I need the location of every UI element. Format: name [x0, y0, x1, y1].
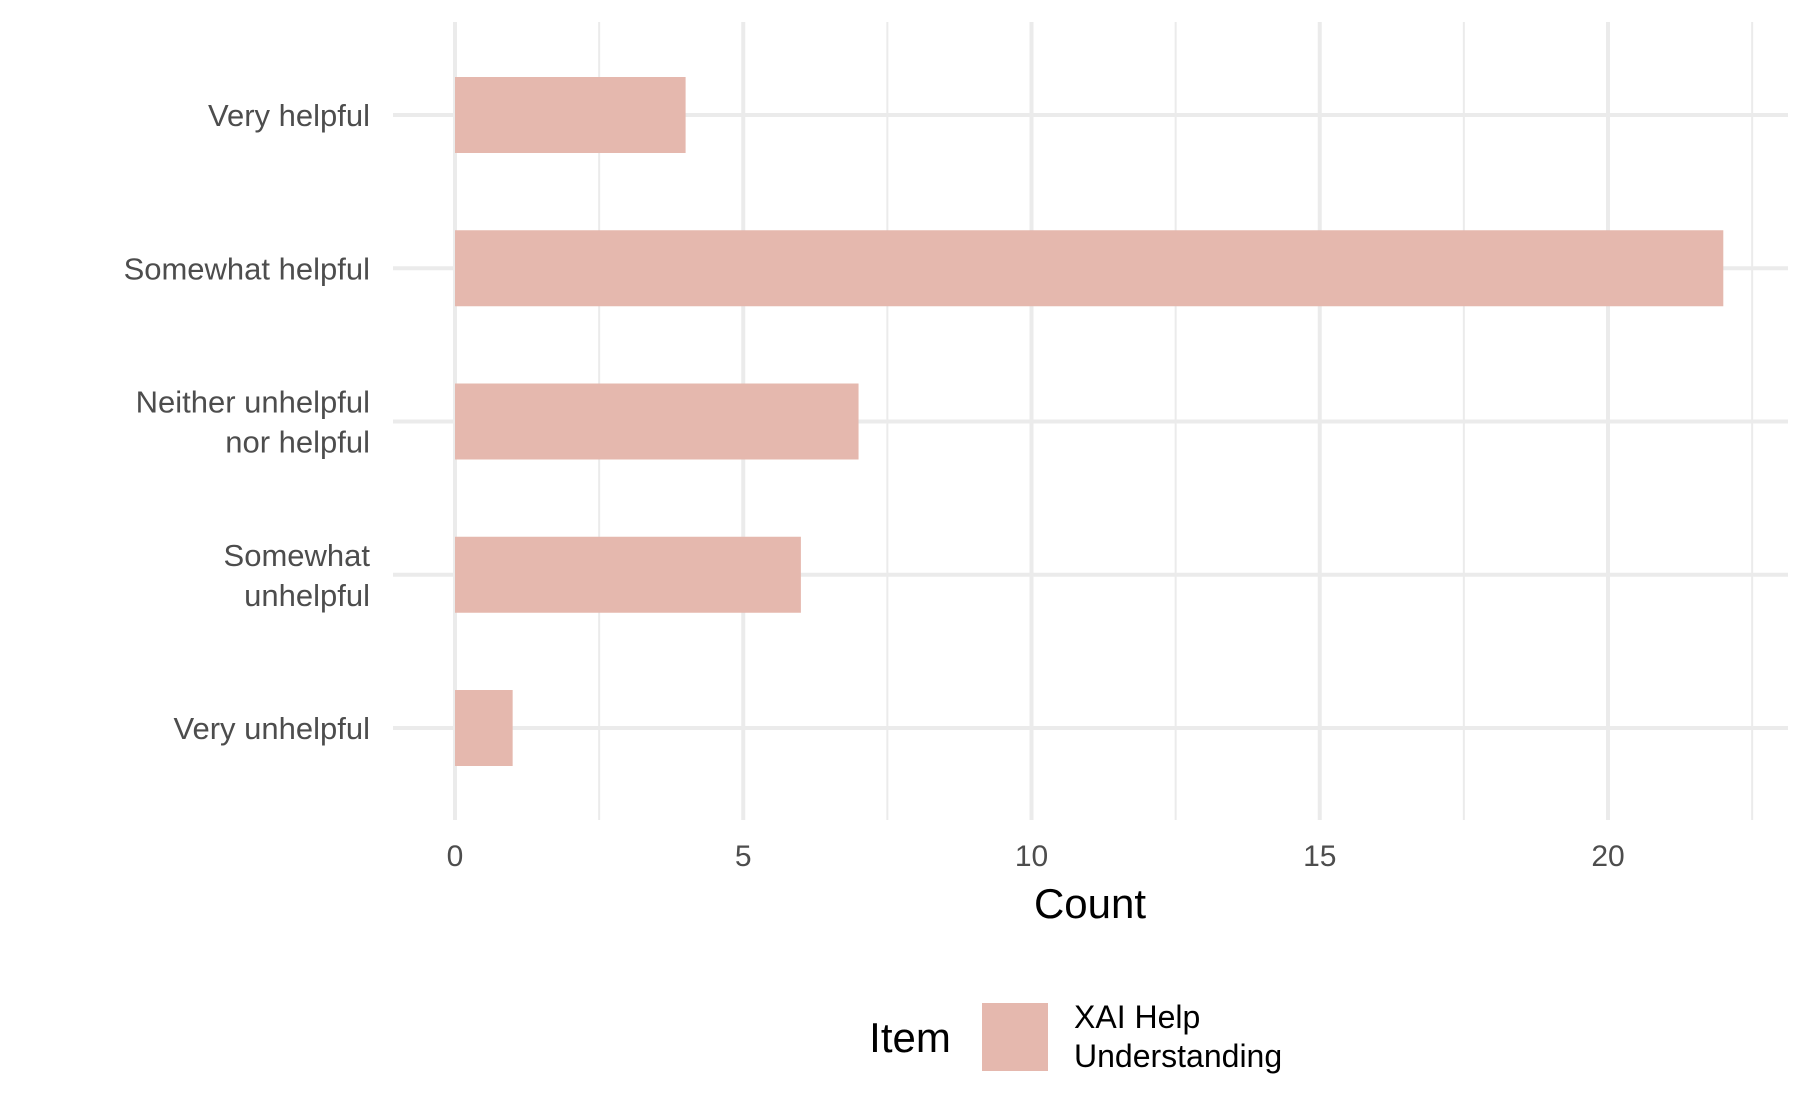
x-tick-label: 15	[1303, 840, 1336, 873]
bar	[455, 690, 513, 766]
category-labels: Very helpful Somewhat helpful Neither unhe…	[124, 98, 371, 746]
bar	[455, 536, 801, 613]
bar	[455, 77, 686, 153]
bars	[455, 77, 1724, 766]
x-tick-label: 10	[1015, 840, 1048, 873]
legend-key-xai-help-understanding	[982, 1003, 1048, 1071]
legend: Item XAI Help Understanding	[869, 999, 1282, 1074]
bar	[455, 383, 859, 460]
category-label: Somewhat unhelpful	[224, 538, 371, 613]
legend-label-xai-help-understanding: XAI Help Understanding	[1074, 999, 1282, 1074]
x-axis-title: Count	[1034, 880, 1146, 927]
category-label: Somewhat helpful	[124, 251, 370, 286]
x-tick-label: 20	[1591, 840, 1624, 873]
legend-title: Item	[869, 1014, 951, 1061]
x-tick-labels: 0 5 10 15 20	[447, 840, 1625, 873]
bar	[455, 230, 1724, 307]
x-tick-label: 0	[447, 840, 464, 873]
x-tick-label: 5	[735, 840, 752, 873]
category-label: Neither unhelpful nor helpful	[136, 385, 370, 460]
category-label: Very helpful	[208, 98, 370, 133]
category-label: Very unhelpful	[174, 711, 370, 746]
